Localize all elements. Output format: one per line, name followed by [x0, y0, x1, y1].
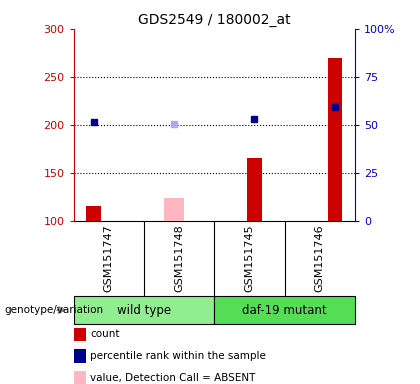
Bar	[247, 158, 262, 221]
Text: genotype/variation: genotype/variation	[4, 305, 103, 315]
Text: GSM151745: GSM151745	[244, 224, 255, 292]
Bar	[74, 296, 214, 324]
Text: value, Detection Call = ABSENT: value, Detection Call = ABSENT	[90, 373, 256, 383]
Text: wild type: wild type	[117, 304, 171, 316]
Bar	[164, 198, 184, 221]
Text: percentile rank within the sample: percentile rank within the sample	[90, 351, 266, 361]
Bar	[328, 58, 342, 221]
Bar	[214, 296, 355, 324]
Text: daf-19 mutant: daf-19 mutant	[242, 304, 327, 316]
Text: GSM151748: GSM151748	[174, 224, 184, 292]
Text: GDS2549 / 180002_at: GDS2549 / 180002_at	[138, 13, 291, 27]
Text: GSM151746: GSM151746	[315, 224, 325, 292]
Text: count: count	[90, 329, 120, 339]
Text: GSM151747: GSM151747	[104, 224, 114, 292]
Bar	[86, 207, 101, 221]
